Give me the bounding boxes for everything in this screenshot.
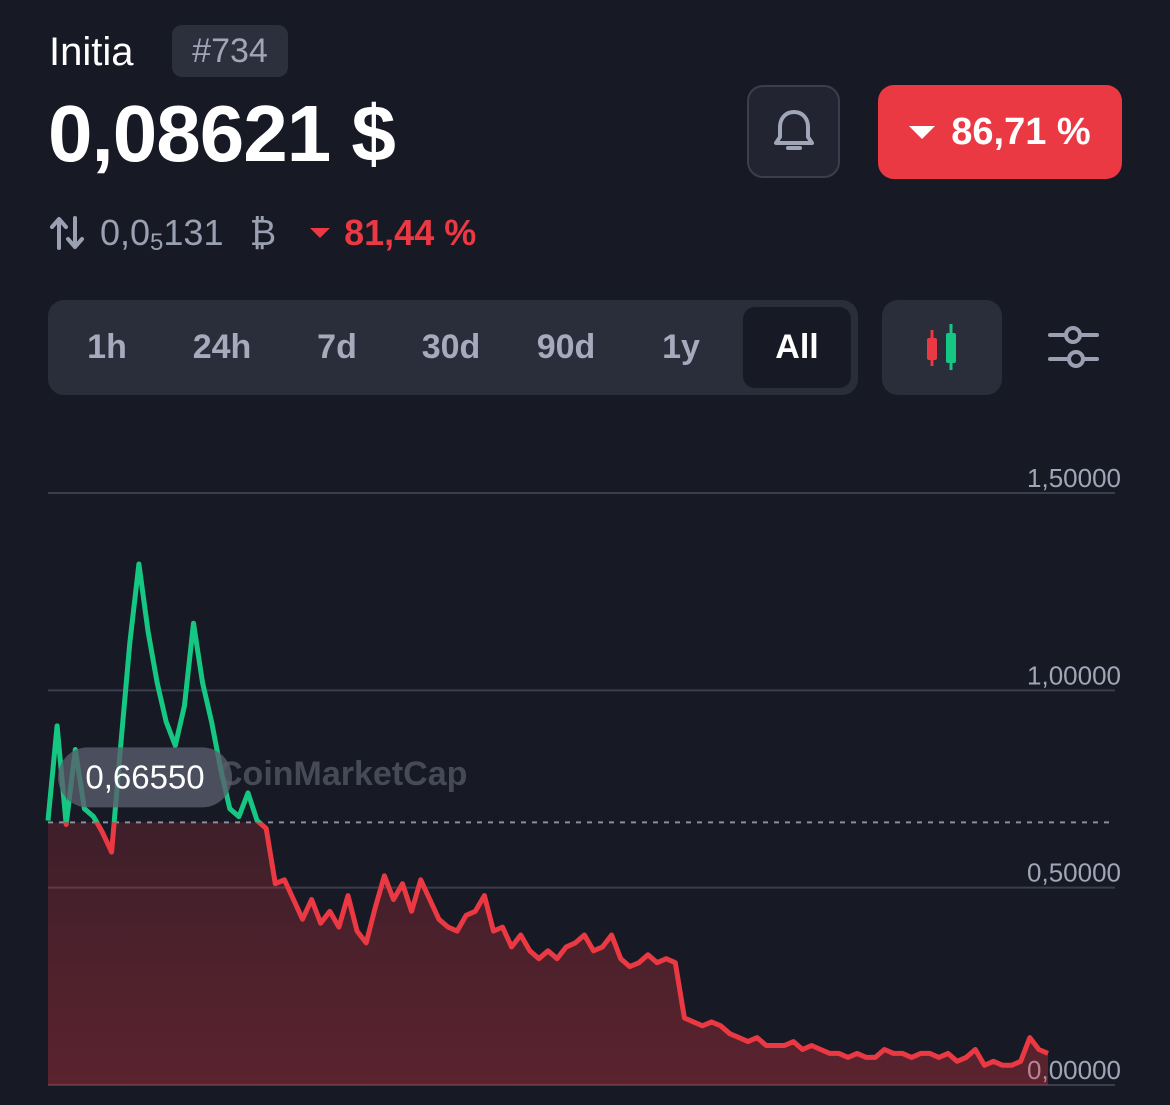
btc-symbol: ₿	[249, 212, 277, 253]
caret-down-icon	[310, 228, 331, 238]
time-range-selector: 1h 24h 7d 30d 90d 1y All	[48, 300, 858, 395]
range-1y[interactable]: 1y	[662, 328, 700, 366]
btc-price-zero-count: 5	[150, 229, 164, 256]
caret-down-icon	[909, 125, 936, 139]
range-1h[interactable]: 1h	[87, 328, 127, 366]
sliders-icon	[1048, 326, 1099, 368]
current-price: 0,08621 $	[48, 89, 396, 178]
bell-icon	[773, 109, 814, 150]
range-all[interactable]: All	[743, 307, 851, 388]
reference-price-value: 0,66550	[85, 758, 204, 795]
btc-change-percent: 81,44 %	[344, 212, 477, 253]
candlestick-icon	[927, 324, 956, 370]
range-24h[interactable]: 24h	[192, 328, 252, 366]
btc-price-row: 0,0 5 131 ₿ 81,44 %	[48, 210, 476, 256]
y-axis-tick-label: 1,00000	[1027, 660, 1121, 690]
price-line-below-reference	[63, 822, 1049, 1068]
price-change-badge: 86,71 %	[878, 85, 1122, 179]
rank-badge: #734	[172, 25, 288, 77]
reference-price-label: 0,66550	[58, 747, 232, 808]
y-axis-tick-label: 1,50000	[1027, 463, 1121, 493]
range-30d[interactable]: 30d	[421, 328, 481, 366]
range-7d[interactable]: 7d	[317, 328, 357, 366]
range-90d[interactable]: 90d	[536, 328, 596, 366]
y-axis-tick-label: 0,50000	[1027, 858, 1121, 888]
price-change-percent: 86,71 %	[951, 110, 1091, 153]
swap-arrows-icon[interactable]	[48, 214, 86, 252]
chart-type-toggle[interactable]	[882, 300, 1002, 395]
watermark-text: CoinMarketCap	[218, 755, 467, 793]
btc-price-prefix: 0,0	[100, 212, 151, 253]
price-alert-button[interactable]	[747, 85, 840, 178]
price-line-above-reference	[45, 561, 263, 823]
chart-settings-button[interactable]	[1040, 318, 1106, 378]
coin-name: Initia	[49, 30, 134, 74]
btc-price-digits: 131	[163, 212, 224, 253]
